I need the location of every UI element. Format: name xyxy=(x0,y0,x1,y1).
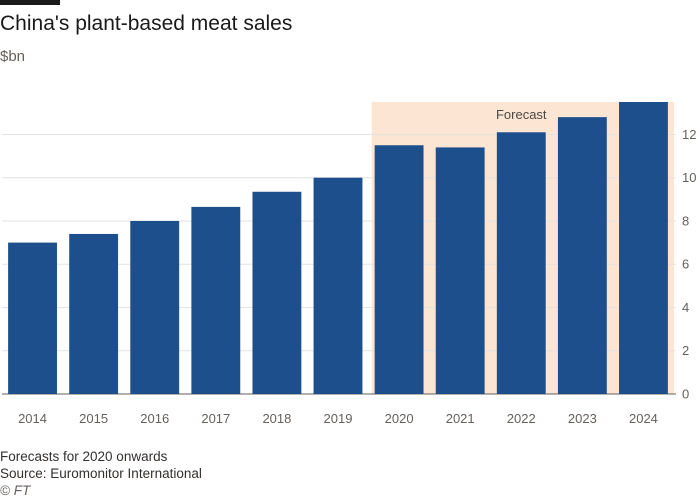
bar xyxy=(374,145,424,394)
x-tick-label: 2019 xyxy=(324,411,353,426)
x-tick-label: 2018 xyxy=(262,411,291,426)
x-tick-label: 2022 xyxy=(507,411,536,426)
x-tick-label: 2024 xyxy=(629,411,658,426)
bar xyxy=(8,242,57,394)
y-tick-label: 8 xyxy=(682,213,689,228)
y-tick-label: 4 xyxy=(682,300,689,315)
x-tick-label: 2017 xyxy=(201,411,230,426)
x-tick-label: 2016 xyxy=(140,411,169,426)
x-tick-label: 2014 xyxy=(18,411,47,426)
bar xyxy=(313,177,363,394)
bar xyxy=(130,220,180,394)
bar xyxy=(191,206,241,394)
x-axis-labels: 2014 2015 2016 2017 2018 2019 2020 2021 2022 2023… xyxy=(18,411,658,426)
y-tick-label: 6 xyxy=(682,257,689,272)
bar xyxy=(496,132,546,394)
bar xyxy=(69,233,119,394)
y-axis-labels: 0 2 4 6 8 10 12 xyxy=(682,127,696,402)
bar-chart: Forecast 2014 2015 2016 2017 2018 2019 2020 202… xyxy=(2,102,696,426)
footnote: Forecasts for 2020 onwards xyxy=(0,449,168,464)
y-tick-label: 12 xyxy=(682,127,696,142)
bar xyxy=(252,191,302,394)
y-tick-label: 0 xyxy=(682,387,689,402)
y-tick-label: 10 xyxy=(682,170,696,185)
x-tick-label: 2015 xyxy=(79,411,108,426)
x-tick-label: 2021 xyxy=(446,411,475,426)
credit: © FT xyxy=(0,483,31,498)
bars xyxy=(8,102,668,394)
bar xyxy=(557,117,607,394)
source-note: Source: Euromonitor International xyxy=(0,466,202,481)
bar xyxy=(619,102,668,394)
x-tick-label: 2020 xyxy=(385,411,414,426)
chart-title: China's plant-based meat sales xyxy=(0,12,293,35)
y-tick-label: 2 xyxy=(682,343,689,358)
top-accent-bar xyxy=(0,0,60,5)
chart-subtitle: $bn xyxy=(0,48,26,65)
bar xyxy=(435,147,485,394)
x-tick-label: 2023 xyxy=(568,411,597,426)
forecast-label: Forecast xyxy=(496,107,547,122)
